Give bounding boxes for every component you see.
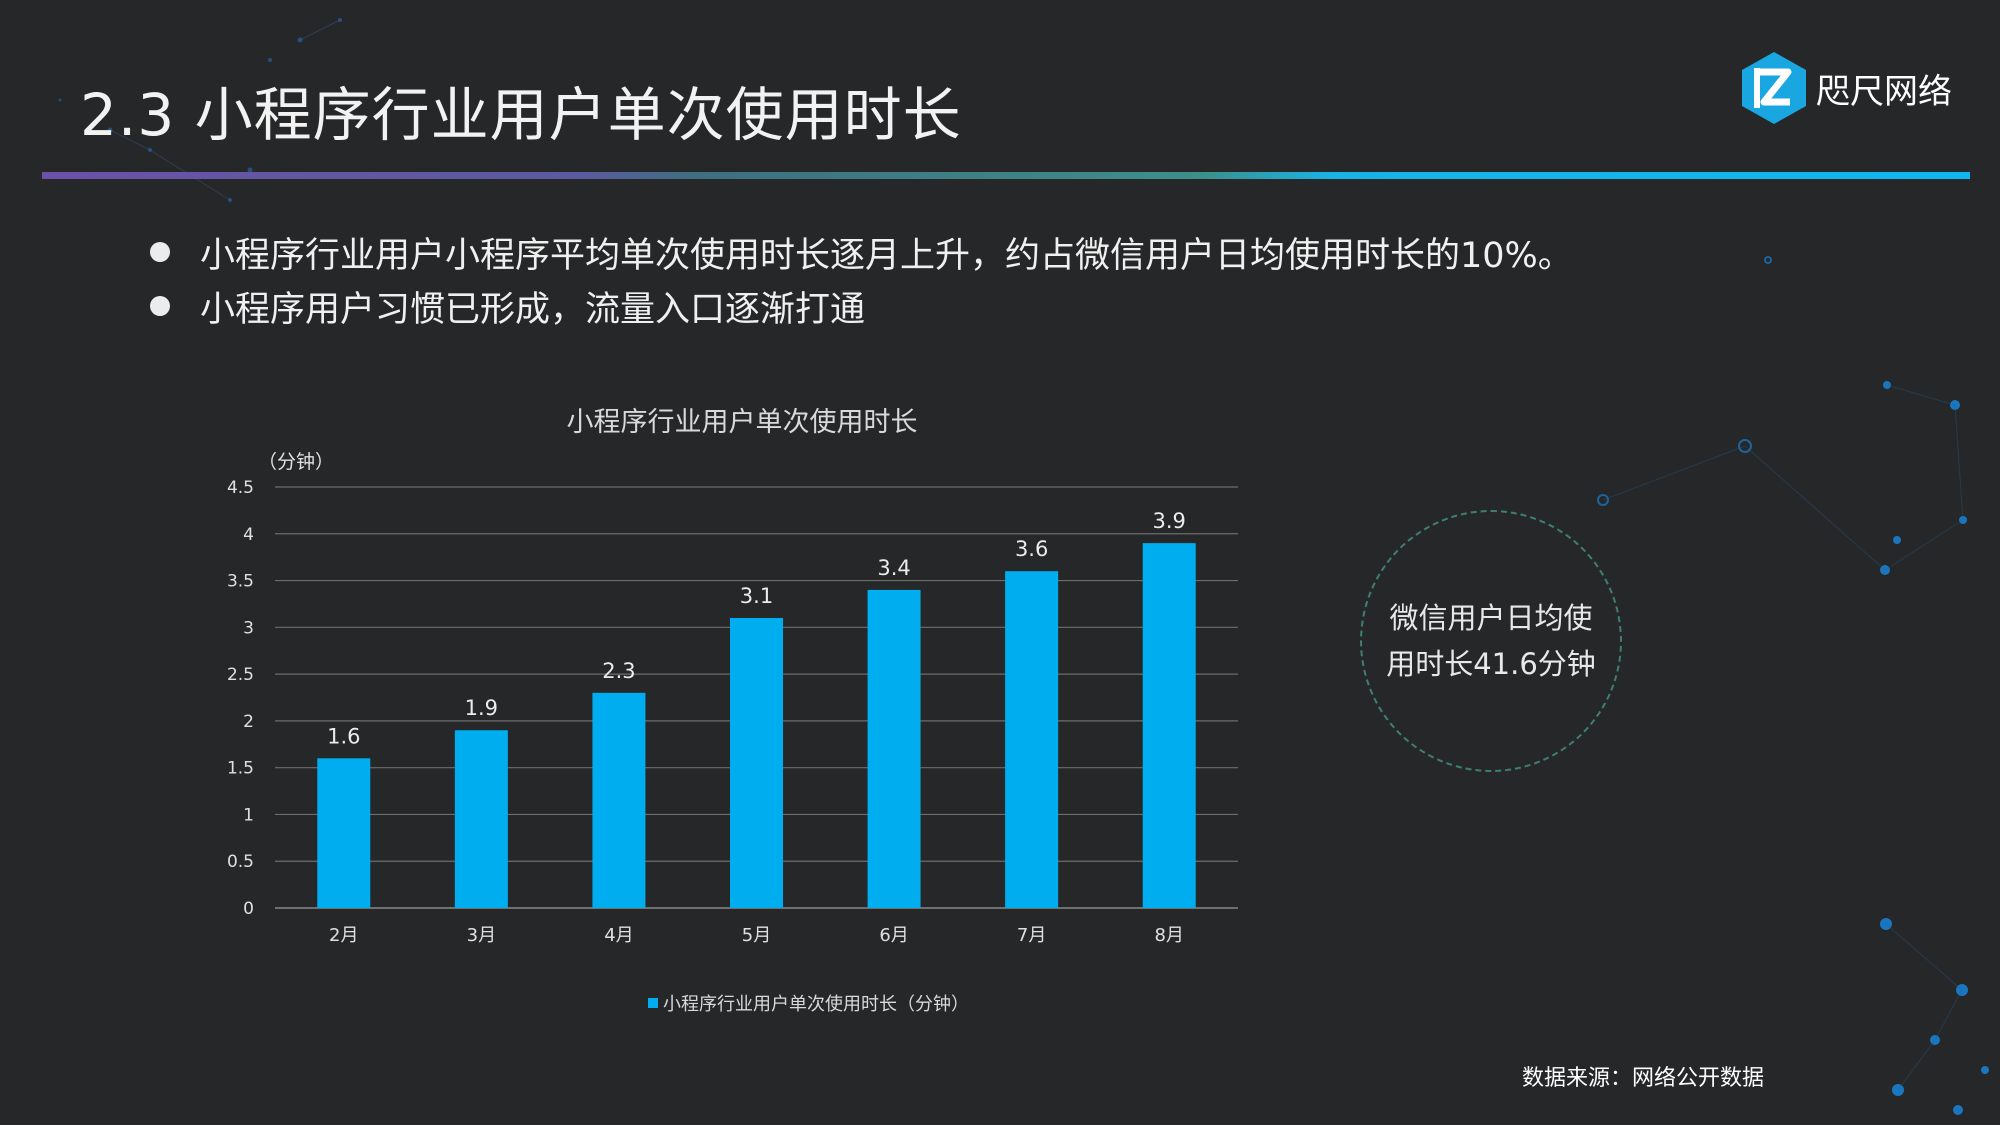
callout-line: 用时长41.6分钟 (1386, 647, 1596, 681)
x-tick-label: 3月 (467, 925, 496, 946)
bullet-item: 小程序行业用户小程序平均单次使用时长逐月上升，约占微信用户日均使用时长的10%。 (150, 225, 1573, 279)
y-tick-label: 3 (243, 618, 254, 638)
bar (592, 692, 646, 908)
x-tick-label: 7月 (1017, 925, 1046, 946)
page-title: 2.3 小程序行业用户单次使用时长 (80, 81, 962, 149)
bar (1142, 543, 1196, 908)
bar (730, 617, 783, 908)
bullet-text: 小程序用户习惯已形成，流量入口逐渐打通 (200, 289, 866, 330)
y-axis-unit-label: （分钟） (258, 451, 334, 473)
data-source-note: 数据来源：网络公开数据 (1522, 1066, 1765, 1091)
bar-data-label: 3.6 (1015, 537, 1048, 561)
x-tick-label: 2月 (329, 925, 358, 946)
bar (867, 589, 921, 908)
bar (454, 730, 508, 908)
legend-label: 小程序行业用户单次使用时长（分钟） (663, 994, 969, 1015)
y-tick-label: 0.5 (227, 852, 254, 872)
bar (1005, 571, 1059, 908)
title-underline (42, 172, 1970, 179)
y-tick-label: 4.5 (227, 478, 254, 498)
y-tick-label: 1 (243, 805, 254, 825)
daily-usage-callout: 微信用户日均使 用时长41.6分钟 (1360, 510, 1622, 772)
x-tick-label: 5月 (742, 925, 771, 946)
bullet-dot-icon (150, 296, 170, 316)
x-tick-label: 8月 (1154, 925, 1183, 946)
logo-text: 咫尺网络 (1816, 71, 1952, 112)
x-tick-label: 4月 (604, 925, 633, 946)
legend-swatch (648, 998, 658, 1008)
y-tick-label: 2 (243, 712, 254, 732)
y-tick-label: 0 (243, 899, 254, 919)
bullet-dot-icon (150, 242, 170, 262)
bullet-text: 小程序行业用户小程序平均单次使用时长逐月上升，约占微信用户日均使用时长的10%。 (200, 235, 1573, 276)
bullet-list: 小程序行业用户小程序平均单次使用时长逐月上升，约占微信用户日均使用时长的10%。… (150, 225, 1573, 333)
y-tick-label: 1.5 (227, 759, 254, 779)
bar-data-label: 3.9 (1153, 509, 1186, 533)
callout-line: 微信用户日均使 (1389, 601, 1593, 635)
bar-data-label: 1.6 (327, 724, 360, 748)
chart-legend: 小程序行业用户单次使用时长（分钟） (648, 994, 969, 1015)
chart-title: 小程序行业用户单次使用时长 (567, 407, 918, 438)
brand-z-hexagon-icon (1742, 52, 1806, 124)
bar-data-label: 2.3 (602, 659, 635, 683)
y-tick-label: 3.5 (227, 572, 254, 592)
bar (317, 758, 371, 908)
bar-data-label: 3.4 (877, 556, 910, 580)
brand-logo: 咫尺网络 (1740, 50, 1952, 126)
y-tick-label: 4 (243, 525, 254, 545)
bar-data-label: 1.9 (465, 696, 498, 720)
y-tick-label: 2.5 (227, 665, 254, 685)
x-tick-label: 6月 (879, 925, 908, 946)
bullet-item: 小程序用户习惯已形成，流量入口逐渐打通 (150, 279, 1573, 333)
bar-data-label: 3.1 (740, 584, 773, 608)
